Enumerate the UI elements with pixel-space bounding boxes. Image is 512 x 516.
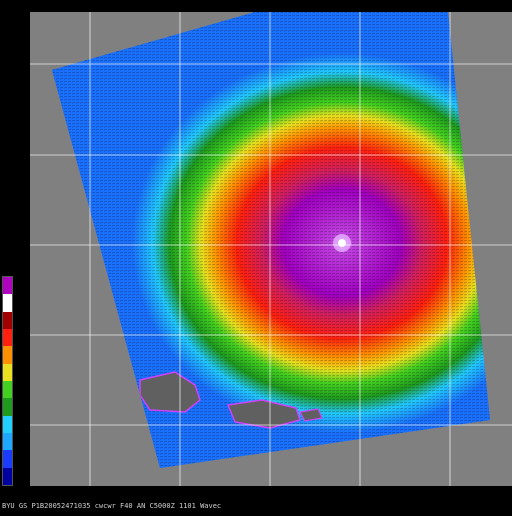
colorbar-segment [3, 277, 12, 295]
land-mass [139, 371, 201, 413]
colorbar-segment [3, 398, 12, 416]
colorbar-segment [3, 346, 12, 364]
image-caption: BYU GS P1B20052471035 cwcwr F40 AN C5000… [2, 502, 222, 510]
wind-speed-colorbar [2, 276, 13, 486]
colorbar-segment [3, 381, 12, 399]
colorbar-segment [3, 467, 12, 485]
colorbar-segment [3, 329, 12, 347]
land-mass [299, 408, 323, 422]
colorbar-segment [3, 294, 12, 312]
colorbar-segment [3, 363, 12, 381]
lat-lon-grid [30, 12, 512, 486]
hurricane-eye-icon [333, 234, 351, 252]
colorbar-segment [3, 415, 12, 433]
colorbar-segment [3, 433, 12, 451]
colorbar-segment [3, 311, 12, 329]
land-mass [226, 399, 301, 429]
colorbar-segment [3, 450, 12, 468]
